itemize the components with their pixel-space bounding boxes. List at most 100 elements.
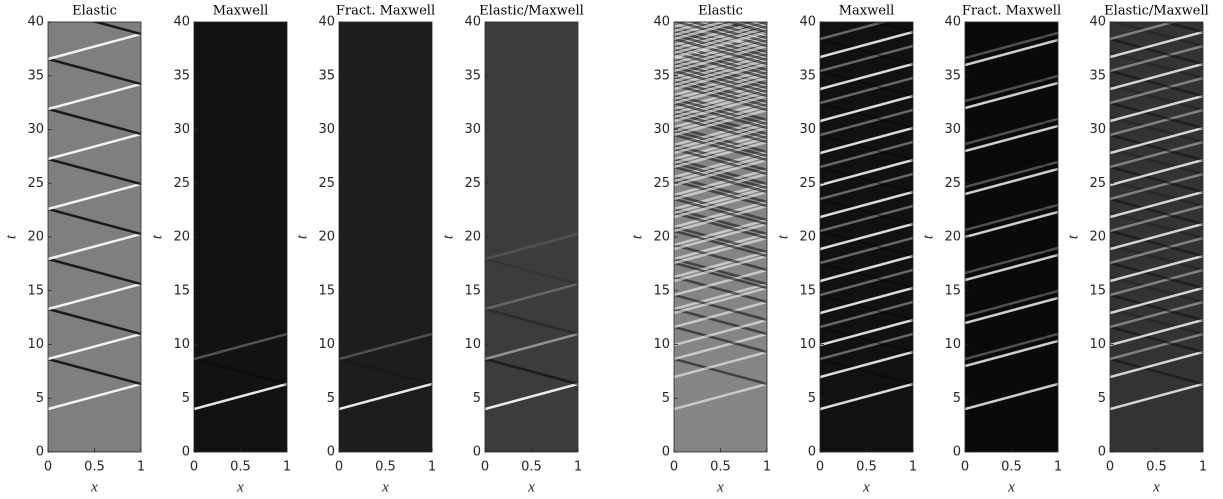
y-tick-label: 20 bbox=[27, 230, 44, 245]
y-tick-label: 25 bbox=[318, 176, 335, 191]
y-tick-label: 5 bbox=[327, 391, 335, 406]
y-tick-label: 25 bbox=[653, 176, 670, 191]
y-tick-label: 10 bbox=[799, 337, 816, 352]
y-tick-label: 20 bbox=[318, 230, 335, 245]
wave-front bbox=[820, 350, 913, 379]
y-tick-label: 40 bbox=[464, 15, 481, 30]
y-tick-label: 35 bbox=[653, 68, 670, 83]
wave-pattern bbox=[965, 22, 1058, 411]
wave-front bbox=[674, 76, 767, 105]
wave-front bbox=[485, 332, 578, 361]
wave-front bbox=[674, 136, 767, 165]
wave-front bbox=[1110, 76, 1203, 105]
wave-reflection bbox=[674, 161, 767, 190]
wave-reflection bbox=[485, 357, 578, 386]
wave-front bbox=[674, 104, 767, 133]
wave-reflection bbox=[48, 257, 141, 286]
wave-reflection bbox=[1110, 179, 1203, 208]
wave-front bbox=[965, 253, 1058, 282]
wave-reflection bbox=[674, 147, 767, 176]
wave-reflection bbox=[1110, 101, 1203, 130]
wave-front bbox=[674, 204, 767, 233]
wave-reflection bbox=[48, 107, 141, 136]
x-axis-label: x bbox=[381, 479, 389, 495]
wave-front bbox=[965, 210, 1058, 239]
wave-reflection bbox=[485, 307, 578, 336]
wave-reflection bbox=[820, 229, 913, 258]
wave-front bbox=[1110, 44, 1203, 73]
wave-front bbox=[965, 160, 1058, 189]
y-tick-label: 35 bbox=[1089, 68, 1106, 83]
wave-reflection bbox=[820, 325, 913, 354]
y-tick-label: 15 bbox=[944, 283, 961, 298]
wave-reflection bbox=[674, 101, 767, 130]
wave-reflection bbox=[674, 33, 767, 62]
wave-reflection bbox=[1110, 197, 1203, 226]
x-tick-label: 1 bbox=[283, 460, 291, 475]
wave-front bbox=[1110, 62, 1203, 91]
wave-front bbox=[48, 382, 141, 411]
x-tick-label: 0.5 bbox=[521, 460, 542, 475]
x-tick-label: 1 bbox=[909, 460, 917, 475]
y-tick-label: 35 bbox=[944, 68, 961, 83]
panel: 0 5 10 15 20 25 30 35 40 0 0.5 1 Elastic/Maxwell x t bbox=[440, 4, 583, 496]
chart-title: Elastic/Maxwell bbox=[1104, 4, 1209, 19]
wave-reflection bbox=[674, 97, 767, 126]
x-tick-label: 1 bbox=[137, 460, 145, 475]
wave-front bbox=[965, 117, 1058, 146]
wave-reflection bbox=[48, 357, 141, 386]
wave-front bbox=[820, 62, 913, 91]
wave-front bbox=[674, 232, 767, 261]
wave-front bbox=[965, 38, 1058, 67]
wave-front bbox=[674, 318, 767, 347]
wave-reflection bbox=[674, 37, 767, 66]
wave-front bbox=[674, 90, 767, 119]
y-tick-label: 10 bbox=[464, 337, 481, 352]
x-tick-label: 0 bbox=[335, 460, 343, 475]
wave-reflection bbox=[820, 293, 913, 322]
wave-reflection bbox=[1110, 229, 1203, 258]
y-tick-label: 15 bbox=[464, 283, 481, 298]
wave-front bbox=[674, 236, 767, 265]
wave-front bbox=[820, 30, 913, 59]
heatmap-background bbox=[965, 22, 1058, 452]
wave-front bbox=[674, 62, 767, 91]
y-tick-label: 0 bbox=[953, 445, 961, 460]
wave-reflection bbox=[870, 22, 913, 34]
panel: 0 5 10 15 20 25 30 35 40 0 0.5 1 Maxwell x t bbox=[149, 4, 291, 496]
wave-front bbox=[674, 22, 728, 37]
y-tick-label: 25 bbox=[1089, 176, 1106, 191]
wave-reflection bbox=[48, 157, 141, 186]
wave-front bbox=[1110, 254, 1203, 283]
wave-front bbox=[674, 22, 713, 33]
wave-front bbox=[674, 222, 767, 251]
y-tick-label: 5 bbox=[808, 391, 816, 406]
y-tick-label: 30 bbox=[173, 122, 190, 137]
wave-reflection bbox=[48, 57, 141, 86]
y-tick-label: 0 bbox=[36, 445, 44, 460]
x-tick-label: 1 bbox=[1199, 460, 1207, 475]
wave-reflection bbox=[1110, 357, 1203, 386]
y-tick-label: 35 bbox=[318, 68, 335, 83]
wave-reflection bbox=[820, 37, 913, 66]
wave-front bbox=[674, 218, 767, 247]
x-axis-label: x bbox=[862, 479, 870, 495]
wave-reflection bbox=[674, 193, 767, 222]
wave-reflection bbox=[1110, 211, 1203, 240]
y-tick-label: 20 bbox=[944, 230, 961, 245]
wave-front bbox=[194, 332, 287, 361]
wave-reflection bbox=[674, 229, 767, 258]
y-tick-label: 25 bbox=[27, 176, 44, 191]
y-tick-label: 40 bbox=[27, 15, 44, 30]
y-tick-label: 5 bbox=[36, 391, 44, 406]
y-tick-label: 10 bbox=[27, 337, 44, 352]
wave-front bbox=[339, 332, 432, 361]
wave-front bbox=[820, 300, 913, 329]
wave-reflection bbox=[820, 101, 913, 130]
wave-reflection bbox=[674, 225, 767, 254]
wave-reflection bbox=[965, 271, 1058, 300]
wave-front bbox=[820, 126, 913, 155]
x-tick-label: 0 bbox=[44, 460, 52, 475]
y-axis-label: t bbox=[294, 234, 310, 239]
